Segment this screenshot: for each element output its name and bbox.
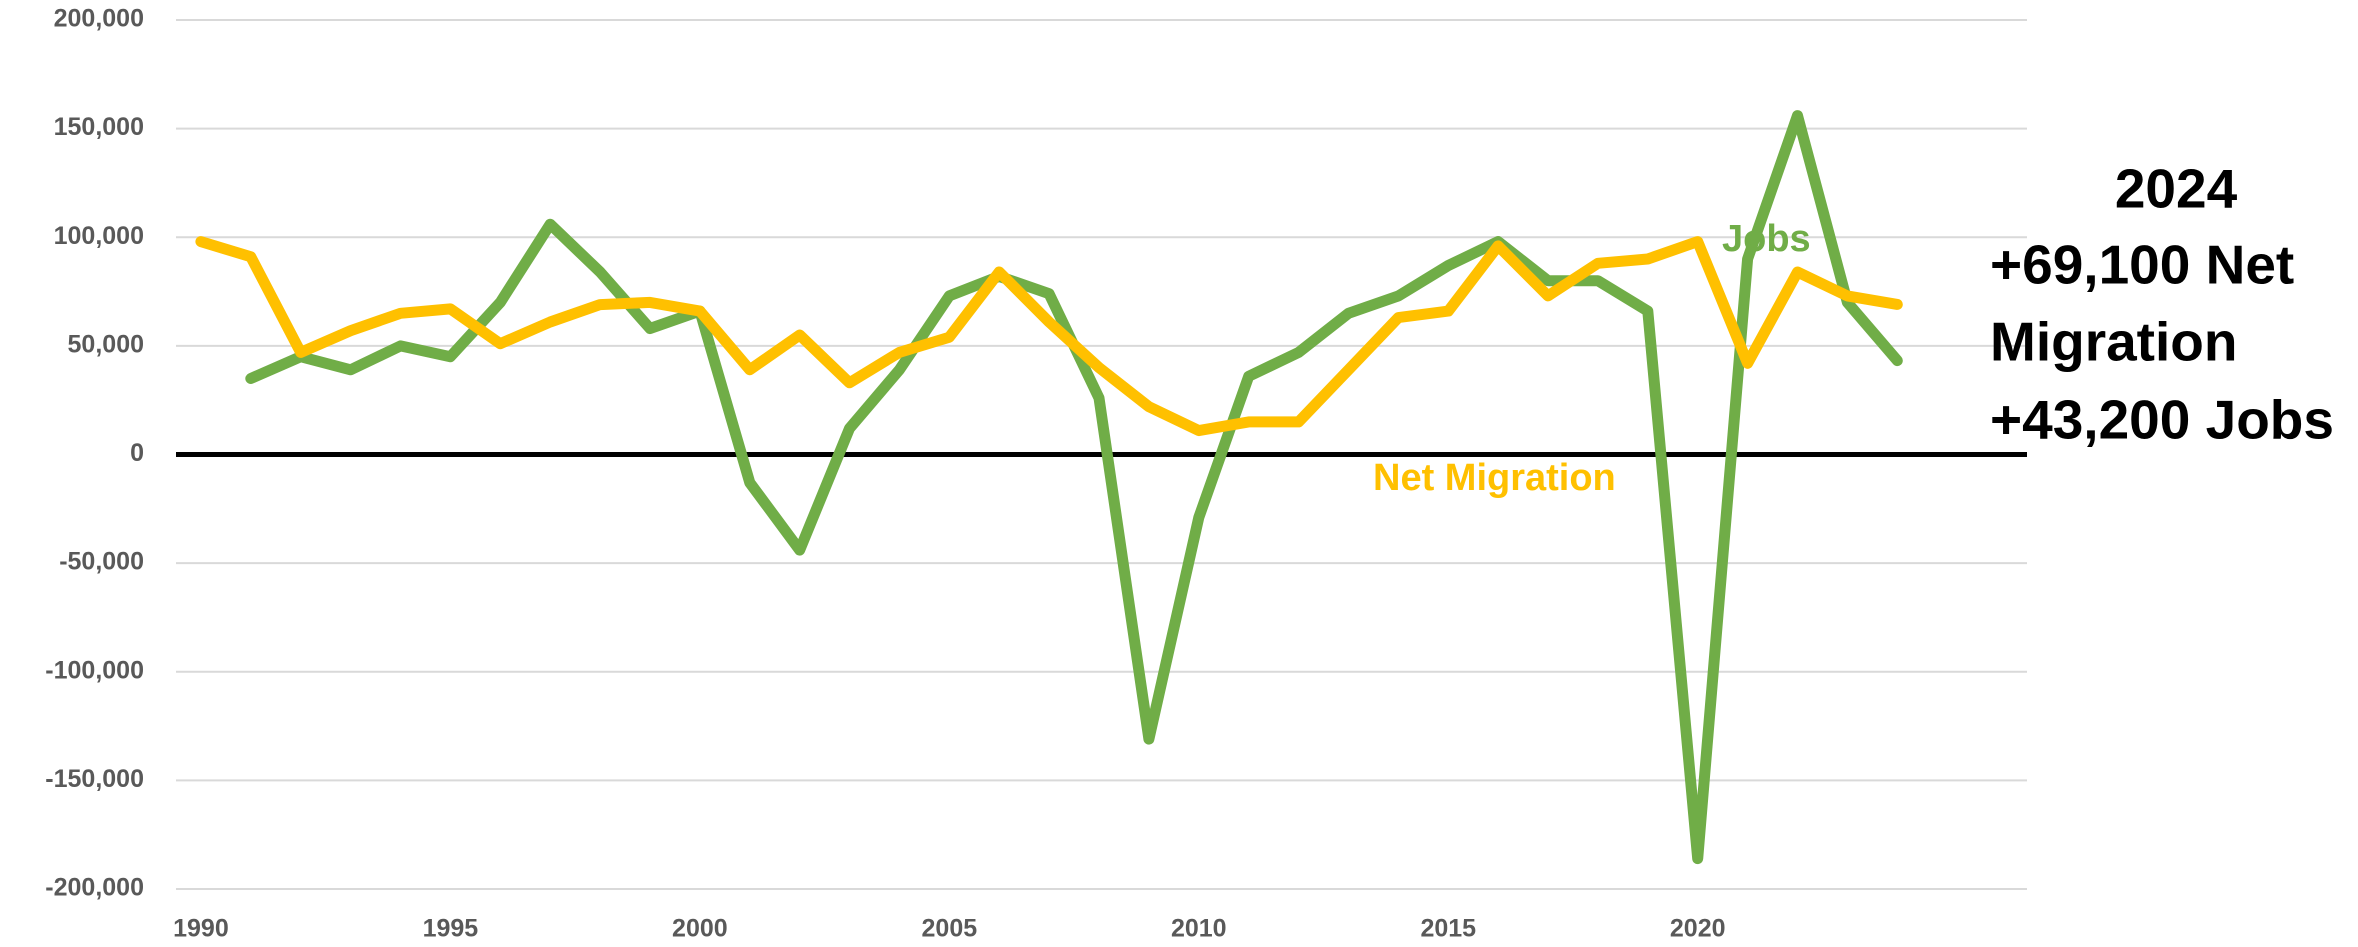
y-tick-label: -50,000 [59, 548, 144, 576]
annotation: 2024 [2115, 158, 2238, 220]
y-tick-label: 50,000 [68, 330, 144, 358]
x-tick-label: 2000 [672, 915, 728, 943]
y-tick-label: 200,000 [54, 5, 144, 33]
series-line [245, 110, 1903, 865]
x-tick-label: 2005 [922, 915, 978, 943]
annotation: +43,200 Jobs [1990, 389, 2334, 451]
x-tick-label: 1995 [423, 915, 479, 943]
series-line [195, 236, 1903, 437]
y-tick-label: 150,000 [54, 113, 144, 141]
x-tick-label: 1990 [173, 915, 229, 943]
annotation: +69,100 Net [1990, 234, 2294, 296]
annotation: Migration [1990, 311, 2237, 373]
y-tick-label: -200,000 [45, 874, 144, 902]
series-label: Net Migration [1373, 457, 1616, 499]
x-tick-label: 2020 [1670, 915, 1726, 943]
y-tick-label: -100,000 [45, 656, 144, 684]
x-tick-label: 2015 [1420, 915, 1476, 943]
series-label: Jobs [1722, 218, 1811, 260]
y-tick-label: 100,000 [54, 222, 144, 250]
x-tick-label: 2010 [1171, 915, 1227, 943]
y-tick-label: -150,000 [45, 765, 144, 793]
y-tick-label: 0 [130, 439, 144, 467]
